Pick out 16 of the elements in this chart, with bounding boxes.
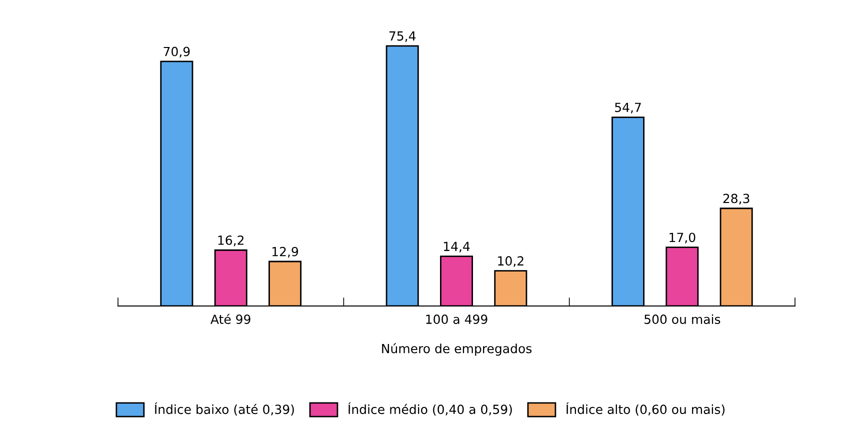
data-label: 16,2 xyxy=(218,235,244,246)
x-axis-title: Número de empregados xyxy=(382,343,532,356)
legend-label: Índice médio (0,40 a 0,59) xyxy=(348,402,512,416)
data-label: 14,4 xyxy=(444,242,470,252)
data-label: 54,7 xyxy=(615,102,641,114)
data-label: 12,9 xyxy=(272,246,298,258)
data-label: 10,2 xyxy=(498,256,524,267)
data-label: 17,0 xyxy=(670,232,696,244)
x-tick-label: 500 ou mais xyxy=(644,314,720,324)
legend-label: Índice alto (0,60 ou mais) xyxy=(566,402,725,416)
legend-label: Índice baixo (até 0,39) xyxy=(154,402,294,416)
x-tick-label: 100 a 499 xyxy=(426,314,488,324)
x-tick-label: Até 99 xyxy=(210,314,250,324)
data-label: 70,9 xyxy=(164,46,190,58)
data-label: 75,4 xyxy=(389,31,416,42)
data-label: 28,3 xyxy=(723,194,750,204)
